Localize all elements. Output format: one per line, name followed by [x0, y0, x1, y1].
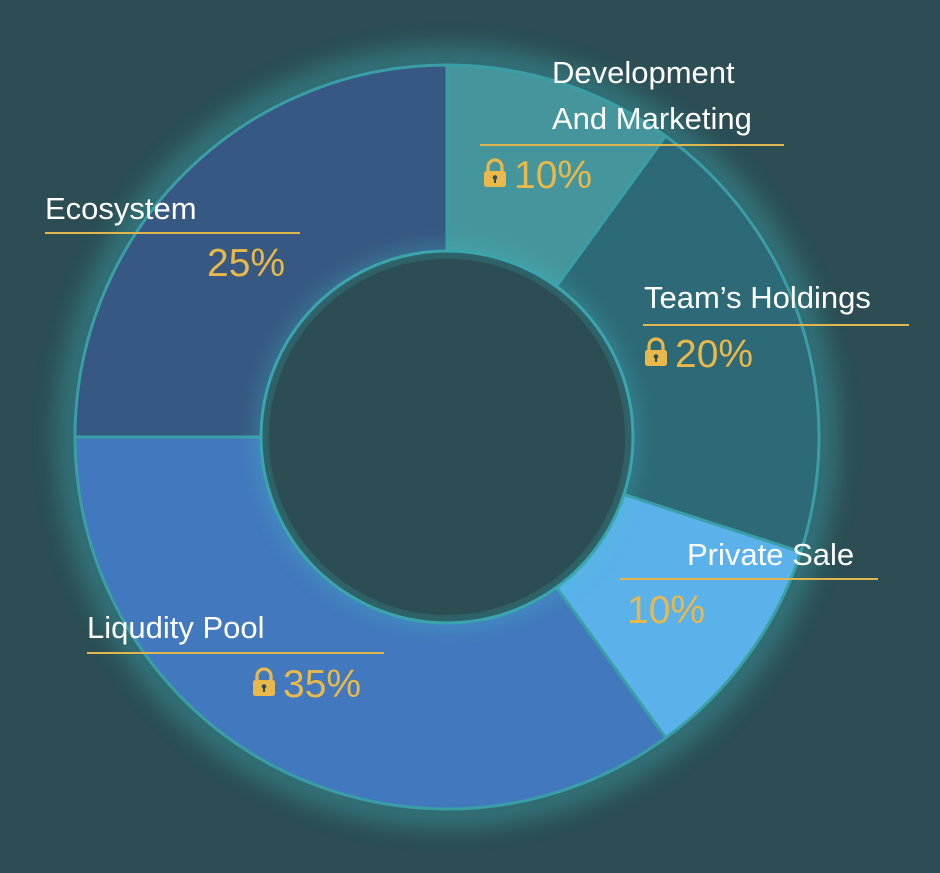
slice-value-text: 35% [283, 663, 362, 706]
slice-value-text: 10% [627, 589, 706, 632]
slice-value-private-sale: 10% [627, 588, 705, 634]
slice-value-liqudity-pool: 35% [251, 662, 361, 708]
label-underline [480, 144, 784, 146]
slice-value-development-and-marketing: 10% [482, 153, 592, 199]
slice-value-text: 25% [207, 242, 286, 285]
lock-icon [482, 153, 508, 199]
slice-label-liqudity-pool: Liqudity Pool [87, 605, 265, 651]
slice-label-teams-holdings: Team’s Holdings [644, 275, 871, 321]
slice-label-line: Ecosystem [45, 191, 197, 226]
slice-label-development-and-marketing: Development And Marketing [552, 50, 752, 142]
slice-label-line: Liqudity Pool [87, 610, 265, 645]
slice-value-text: 20% [675, 333, 754, 376]
chart-glow [63, 53, 831, 821]
slice-value-text: 10% [514, 154, 593, 197]
label-underline [87, 652, 384, 654]
lock-icon [643, 332, 669, 378]
slice-label-line: And Marketing [552, 101, 752, 136]
slice-label-ecosystem: Ecosystem [45, 186, 197, 232]
label-underline [45, 232, 300, 234]
slice-value-ecosystem: 25% [207, 241, 285, 287]
lock-icon [251, 662, 277, 708]
slice-label-private-sale: Private Sale [687, 532, 854, 578]
label-underline [620, 578, 878, 580]
slice-label-line: Development [552, 55, 735, 90]
label-underline [643, 324, 909, 326]
slice-label-line: Private Sale [687, 537, 855, 572]
slice-value-teams-holdings: 20% [643, 332, 753, 378]
slice-label-line: Team’s Holdings [644, 280, 871, 315]
donut-hole [269, 259, 625, 615]
donut-hole-glow [256, 246, 638, 628]
